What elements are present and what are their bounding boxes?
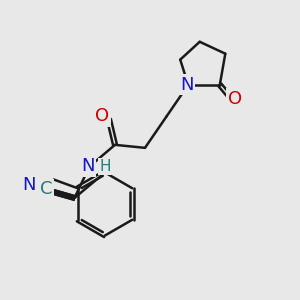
Text: O: O bbox=[228, 90, 242, 108]
Text: N: N bbox=[180, 76, 194, 94]
Text: C: C bbox=[40, 180, 53, 198]
Text: C: C bbox=[38, 182, 51, 200]
Text: O: O bbox=[95, 107, 110, 125]
Text: N: N bbox=[23, 176, 36, 194]
Text: N: N bbox=[81, 158, 95, 175]
Text: H: H bbox=[99, 159, 111, 174]
